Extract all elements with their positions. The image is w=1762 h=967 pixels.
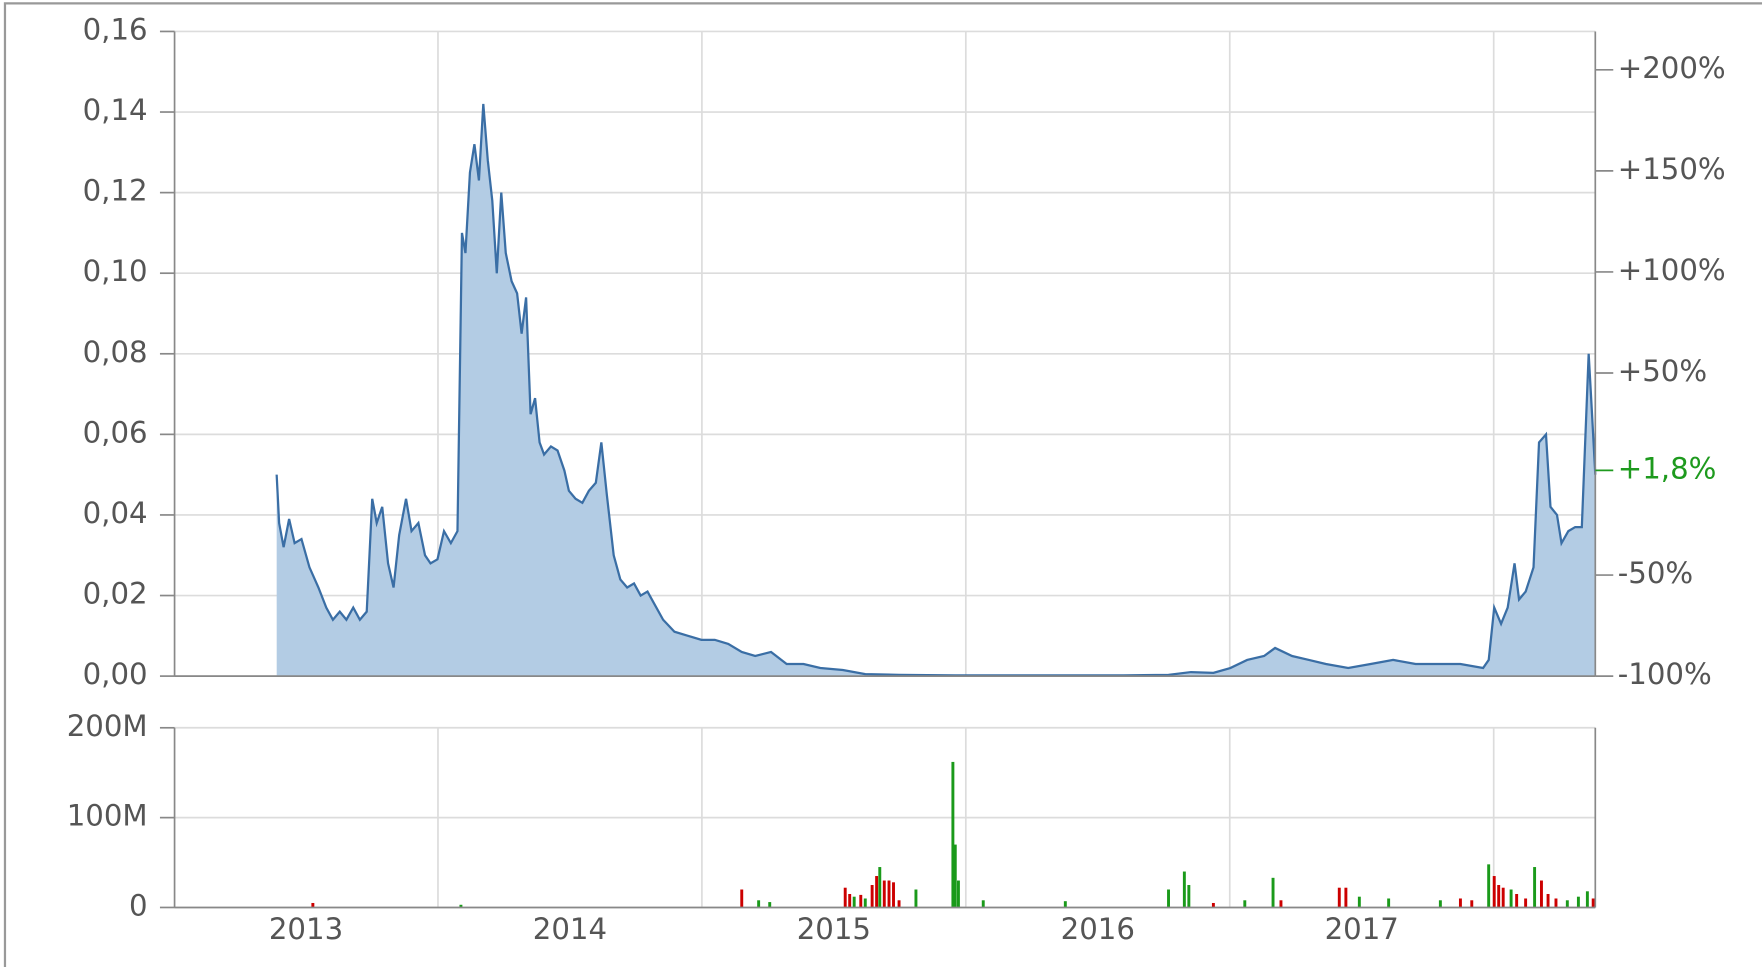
- volume-bar: [1337, 887, 1341, 908]
- volume-bar: [1591, 898, 1595, 908]
- y-tick-label: 0,12: [83, 174, 148, 208]
- y-tick-label: 0,06: [83, 415, 148, 449]
- volume-bar: [852, 896, 856, 908]
- y2-tick-label: +50%: [1618, 354, 1707, 388]
- volume-bar: [897, 900, 901, 908]
- volume-bar: [1515, 893, 1519, 908]
- volume-bar: [1063, 901, 1067, 908]
- volume-bar: [1576, 896, 1580, 908]
- y2-tick-label: -50%: [1618, 556, 1693, 590]
- volume-bar: [1458, 898, 1462, 908]
- y-tick-label: 200M: [67, 709, 148, 743]
- volume-bar: [1554, 898, 1558, 908]
- volume-bar: [768, 902, 772, 908]
- volume-bar: [953, 844, 957, 908]
- y2-tick-label: +150%: [1618, 152, 1726, 186]
- y2-tick-label: +200%: [1618, 51, 1726, 85]
- volume-bar: [1211, 902, 1215, 908]
- volume-bar: [1487, 864, 1491, 908]
- volume-bar: [1565, 900, 1569, 908]
- volume-bar: [757, 900, 761, 908]
- volume-bar: [875, 876, 879, 908]
- volume-bar: [1492, 876, 1496, 908]
- x-tick-label: 2013: [269, 912, 343, 946]
- area-fill: [276, 104, 1596, 677]
- y-tick-label: 0,02: [83, 577, 148, 611]
- volume-bar: [882, 880, 886, 908]
- volume-bar: [1344, 887, 1348, 908]
- volume-bar: [1501, 887, 1505, 908]
- volume-bar: [1509, 889, 1513, 908]
- volume-bar: [311, 902, 315, 908]
- volume-bar: [1187, 885, 1191, 908]
- volume-bar: [859, 894, 863, 908]
- volume-bar: [878, 867, 882, 908]
- volume-bar: [1470, 900, 1474, 908]
- volume-bar: [1243, 900, 1247, 908]
- x-tick-label: 2017: [1325, 912, 1399, 946]
- volume-bar: [956, 880, 960, 908]
- x-tick-label: 2016: [1061, 912, 1135, 946]
- y2-tick-label: +100%: [1618, 253, 1726, 287]
- volume-bar: [848, 893, 852, 908]
- volume-bar: [887, 880, 891, 908]
- y2-tick-label: -100%: [1618, 657, 1712, 691]
- volume-bar: [981, 900, 985, 908]
- y-tick-label: 100M: [67, 799, 148, 833]
- y-tick-label: 0: [129, 888, 148, 922]
- x-tick-label: 2014: [533, 912, 607, 946]
- x-tick-label: 2015: [797, 912, 871, 946]
- volume-bar: [1524, 898, 1528, 908]
- y-tick-label: 0,14: [83, 93, 148, 127]
- volume-bar: [892, 882, 895, 908]
- last-change-label: +1,8%: [1618, 451, 1717, 485]
- price-line: [275, 103, 1597, 677]
- volume-bar: [863, 898, 867, 908]
- volume-bar: [1182, 871, 1186, 908]
- volume-bar: [459, 904, 463, 908]
- volume-bar: [1539, 880, 1543, 908]
- volume-bar: [843, 887, 847, 908]
- volume-bar: [740, 889, 744, 908]
- volume-bar: [1585, 891, 1589, 908]
- volume-bar: [870, 885, 874, 908]
- volume-bar: [1438, 900, 1442, 908]
- volume-bar: [1357, 896, 1361, 908]
- volume-bar: [1279, 900, 1283, 908]
- volume-bar: [951, 761, 955, 908]
- volume-bar: [1546, 893, 1550, 908]
- y-tick-label: 0,00: [83, 657, 148, 691]
- volume-bar: [1387, 898, 1391, 908]
- y-tick-label: 0,04: [83, 496, 148, 530]
- volume-bar: [1533, 867, 1537, 908]
- frame: [3, 2, 1762, 967]
- y-tick-label: 0,10: [83, 254, 148, 288]
- y-tick-label: 0,16: [83, 12, 148, 46]
- volume-bar: [1497, 885, 1501, 908]
- volume-bar: [1271, 877, 1275, 908]
- volume-bar: [1167, 889, 1170, 908]
- volume-bar: [914, 889, 918, 908]
- y-tick-label: 0,08: [83, 335, 148, 369]
